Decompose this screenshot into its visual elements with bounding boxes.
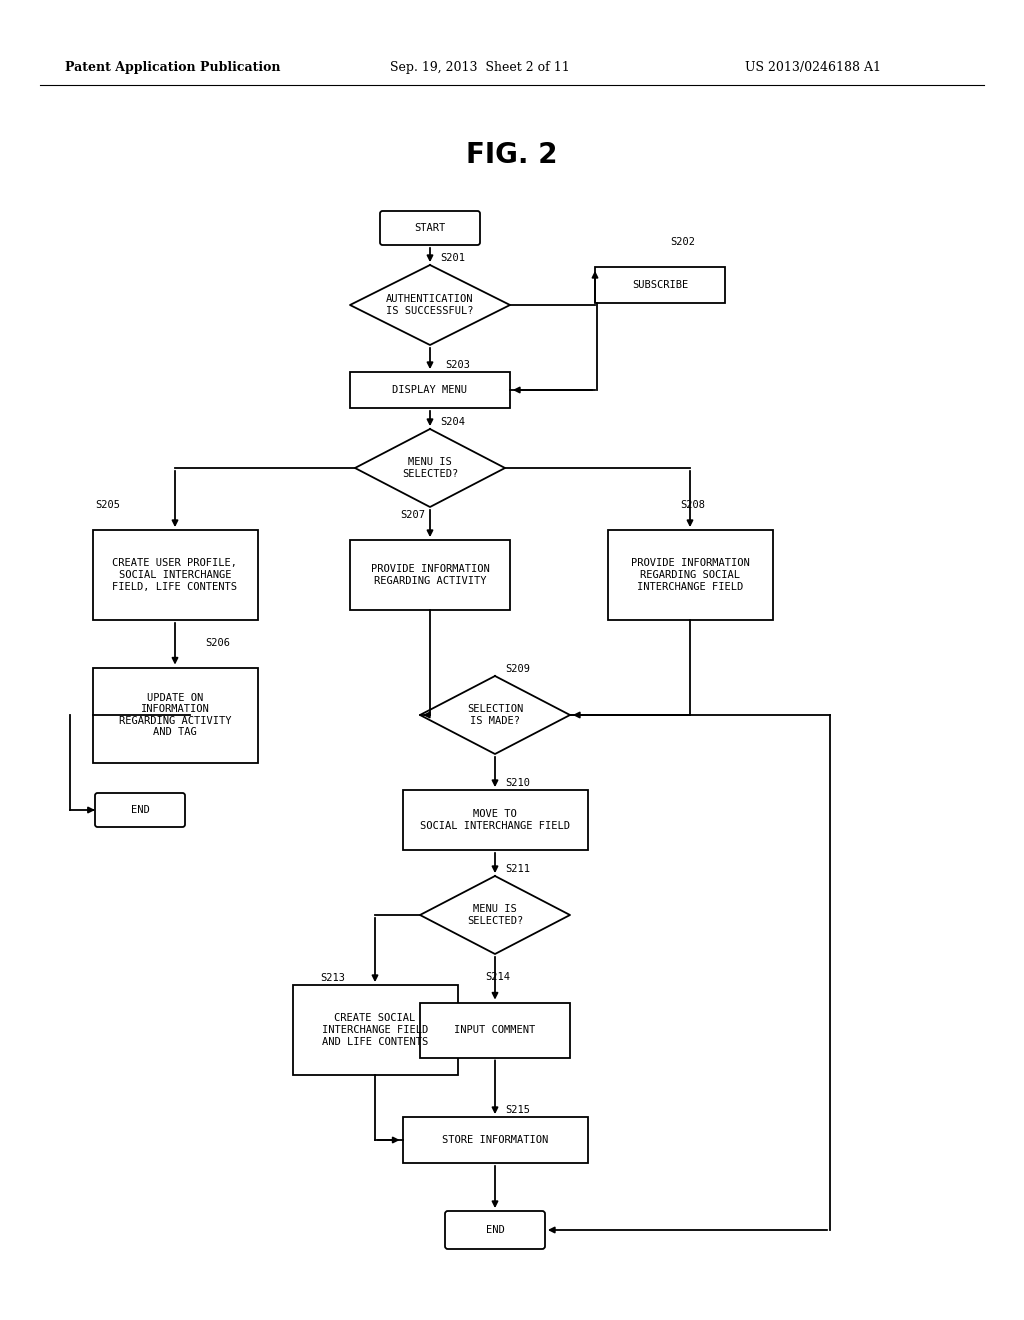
Bar bbox=[350, 540, 510, 610]
Text: MOVE TO
SOCIAL INTERCHANGE FIELD: MOVE TO SOCIAL INTERCHANGE FIELD bbox=[420, 809, 570, 830]
Text: SELECTION
IS MADE?: SELECTION IS MADE? bbox=[467, 704, 523, 726]
Text: AUTHENTICATION
IS SUCCESSFUL?: AUTHENTICATION IS SUCCESSFUL? bbox=[386, 294, 474, 315]
Text: Patent Application Publication: Patent Application Publication bbox=[65, 62, 281, 74]
Text: S206: S206 bbox=[205, 638, 230, 648]
Text: STORE INFORMATION: STORE INFORMATION bbox=[442, 1135, 548, 1144]
Text: END: END bbox=[131, 805, 150, 814]
Text: S205: S205 bbox=[95, 500, 120, 510]
Bar bbox=[402, 789, 588, 850]
Text: CREATE SOCIAL
INTERCHANGE FIELD
AND LIFE CONTENTS: CREATE SOCIAL INTERCHANGE FIELD AND LIFE… bbox=[322, 1014, 428, 1047]
Text: S211: S211 bbox=[505, 865, 530, 874]
Text: INPUT COMMENT: INPUT COMMENT bbox=[455, 1026, 536, 1035]
Bar bbox=[607, 531, 772, 620]
FancyBboxPatch shape bbox=[445, 1210, 545, 1249]
Text: S202: S202 bbox=[670, 238, 695, 247]
Polygon shape bbox=[350, 265, 510, 345]
Text: MENU IS
SELECTED?: MENU IS SELECTED? bbox=[401, 457, 458, 479]
Text: PROVIDE INFORMATION
REGARDING SOCIAL
INTERCHANGE FIELD: PROVIDE INFORMATION REGARDING SOCIAL INT… bbox=[631, 558, 750, 591]
Text: PROVIDE INFORMATION
REGARDING ACTIVITY: PROVIDE INFORMATION REGARDING ACTIVITY bbox=[371, 564, 489, 586]
Text: S213: S213 bbox=[319, 973, 345, 983]
Bar bbox=[595, 267, 725, 304]
Text: SUBSCRIBE: SUBSCRIBE bbox=[632, 280, 688, 290]
Text: S208: S208 bbox=[680, 500, 705, 510]
Text: S201: S201 bbox=[440, 253, 465, 263]
Text: S215: S215 bbox=[505, 1105, 530, 1115]
Text: UPDATE ON
INFORMATION
REGARDING ACTIVITY
AND TAG: UPDATE ON INFORMATION REGARDING ACTIVITY… bbox=[119, 693, 231, 738]
Bar bbox=[420, 1002, 570, 1057]
Polygon shape bbox=[355, 429, 505, 507]
Bar bbox=[293, 985, 458, 1074]
Text: S204: S204 bbox=[440, 417, 465, 426]
Text: DISPLAY MENU: DISPLAY MENU bbox=[392, 385, 468, 395]
Text: Sep. 19, 2013  Sheet 2 of 11: Sep. 19, 2013 Sheet 2 of 11 bbox=[390, 62, 569, 74]
Bar bbox=[402, 1117, 588, 1163]
Bar bbox=[350, 372, 510, 408]
Text: FIG. 2: FIG. 2 bbox=[466, 141, 558, 169]
Polygon shape bbox=[420, 876, 570, 954]
Text: END: END bbox=[485, 1225, 505, 1236]
Text: US 2013/0246188 A1: US 2013/0246188 A1 bbox=[745, 62, 881, 74]
Text: S209: S209 bbox=[505, 664, 530, 675]
Text: MENU IS
SELECTED?: MENU IS SELECTED? bbox=[467, 904, 523, 925]
Text: S210: S210 bbox=[505, 777, 530, 788]
Text: S207: S207 bbox=[400, 510, 425, 520]
Bar bbox=[92, 668, 257, 763]
Text: CREATE USER PROFILE,
SOCIAL INTERCHANGE
FIELD, LIFE CONTENTS: CREATE USER PROFILE, SOCIAL INTERCHANGE … bbox=[113, 558, 238, 591]
FancyBboxPatch shape bbox=[95, 793, 185, 828]
Text: S214: S214 bbox=[485, 973, 510, 982]
Polygon shape bbox=[420, 676, 570, 754]
FancyBboxPatch shape bbox=[380, 211, 480, 246]
Text: START: START bbox=[415, 223, 445, 234]
Text: S203: S203 bbox=[445, 360, 470, 370]
Bar bbox=[92, 531, 257, 620]
